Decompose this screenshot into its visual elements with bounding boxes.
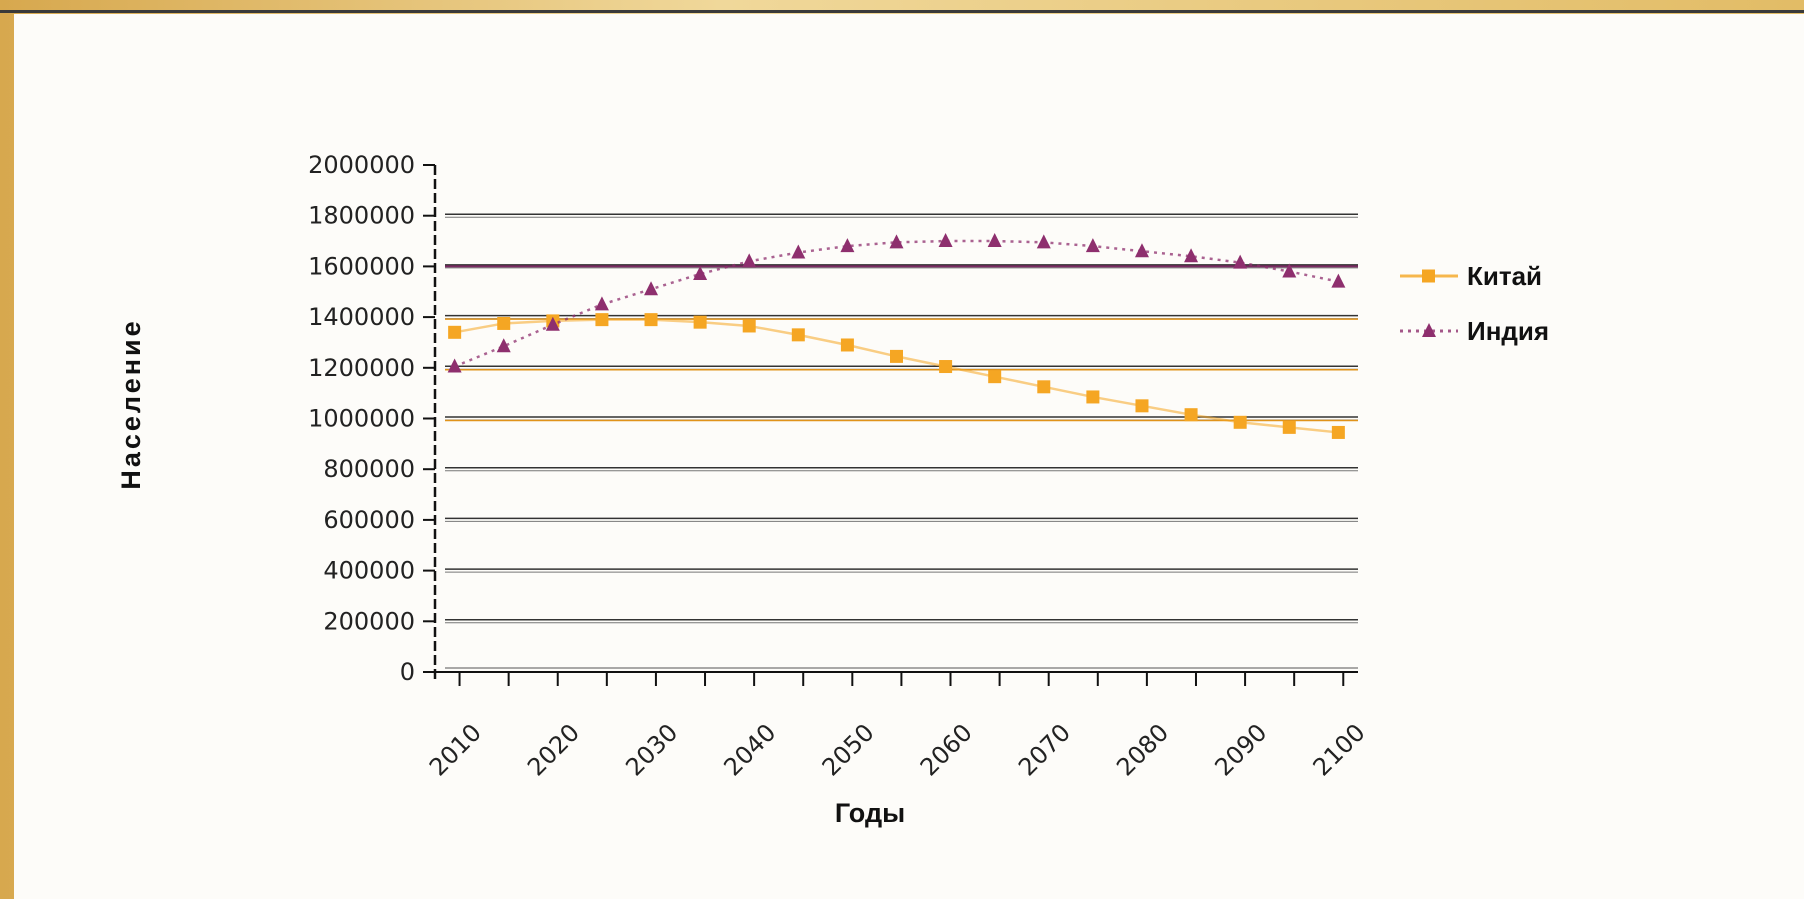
y-axis-ticks: 0 200000 400000 600000 800000 1000000 1200000 1…	[308, 151, 435, 686]
y-tick-label: 1600000	[308, 252, 415, 280]
legend: Китай Индия	[1400, 261, 1549, 346]
data-point	[595, 313, 609, 327]
x-tick-label: 2030	[620, 718, 683, 781]
y-tick-label: 400000	[323, 557, 415, 585]
x-tick-label: 2050	[817, 718, 880, 781]
x-tick-label: 2060	[915, 718, 978, 781]
data-point	[1331, 273, 1346, 288]
slide-top-rule	[0, 10, 1804, 13]
data-point	[1134, 243, 1149, 258]
data-point	[791, 328, 805, 342]
legend-marker	[1422, 323, 1436, 337]
x-tick-label: 2080	[1111, 718, 1174, 781]
x-tick-label: 2040	[718, 718, 781, 781]
series-china	[448, 313, 1345, 439]
data-point	[840, 238, 855, 253]
data-point	[497, 316, 511, 330]
data-point	[644, 281, 659, 296]
legend-item: Индия	[1400, 316, 1549, 346]
data-point	[545, 316, 560, 331]
y-tick-label: 0	[400, 658, 415, 686]
legend-label: Индия	[1467, 316, 1549, 346]
data-point	[1184, 248, 1199, 263]
data-point	[1282, 420, 1296, 434]
data-point	[448, 325, 462, 339]
x-tick-label: 2020	[522, 718, 585, 781]
axes	[425, 165, 1358, 680]
y-tick-label: 800000	[323, 455, 415, 483]
x-tick-label: 2100	[1308, 718, 1371, 781]
legend-label: Китай	[1467, 261, 1542, 291]
x-tick-label: 2010	[424, 718, 487, 781]
series-line	[454, 318, 1339, 434]
data-point	[987, 233, 1002, 248]
y-tick-label: 2000000	[308, 151, 415, 179]
y-tick-label: 1800000	[308, 202, 415, 230]
data-point	[742, 319, 756, 333]
gridlines	[445, 213, 1358, 624]
legend-marker	[1422, 269, 1435, 283]
data-point	[693, 315, 707, 329]
x-axis-title: Годы	[835, 798, 905, 828]
data-point	[938, 233, 953, 248]
data-point	[594, 296, 609, 311]
data-point	[447, 358, 462, 373]
data-point	[693, 266, 708, 281]
data-point	[1184, 408, 1198, 422]
data-point	[644, 313, 658, 327]
data-point	[1135, 399, 1149, 413]
x-tick-label: 2070	[1013, 718, 1076, 781]
chart-panel	[14, 14, 1804, 899]
data-point	[1233, 415, 1247, 429]
series-line	[454, 239, 1339, 368]
data-point	[840, 338, 854, 352]
data-point	[1233, 254, 1248, 269]
y-tick-label: 200000	[323, 607, 415, 635]
y-tick-label: 1200000	[308, 354, 415, 382]
legend-item: Китай	[1400, 261, 1542, 291]
data-point	[1036, 234, 1051, 249]
y-axis-title: Население	[116, 318, 146, 489]
data-point	[1037, 380, 1051, 394]
data-point	[496, 338, 511, 353]
data-point	[1085, 238, 1100, 253]
data-point	[988, 370, 1002, 384]
data-point	[1282, 263, 1297, 278]
y-tick-label: 1000000	[308, 405, 415, 433]
data-point	[889, 234, 904, 249]
series-india	[447, 233, 1346, 373]
data-point	[890, 349, 903, 363]
y-tick-label: 1400000	[308, 303, 415, 331]
x-tick-label: 2090	[1209, 718, 1272, 781]
data-point	[791, 244, 806, 259]
y-tick-label: 600000	[323, 506, 415, 534]
data-point	[1086, 390, 1100, 404]
data-point	[742, 253, 757, 268]
data-point	[939, 360, 953, 374]
x-axis-ticks: 2010 2020 2030 2040 2050 2060 2070 2080 2090 2100	[424, 672, 1371, 781]
data-point	[1331, 425, 1345, 439]
series-layer	[447, 233, 1346, 439]
